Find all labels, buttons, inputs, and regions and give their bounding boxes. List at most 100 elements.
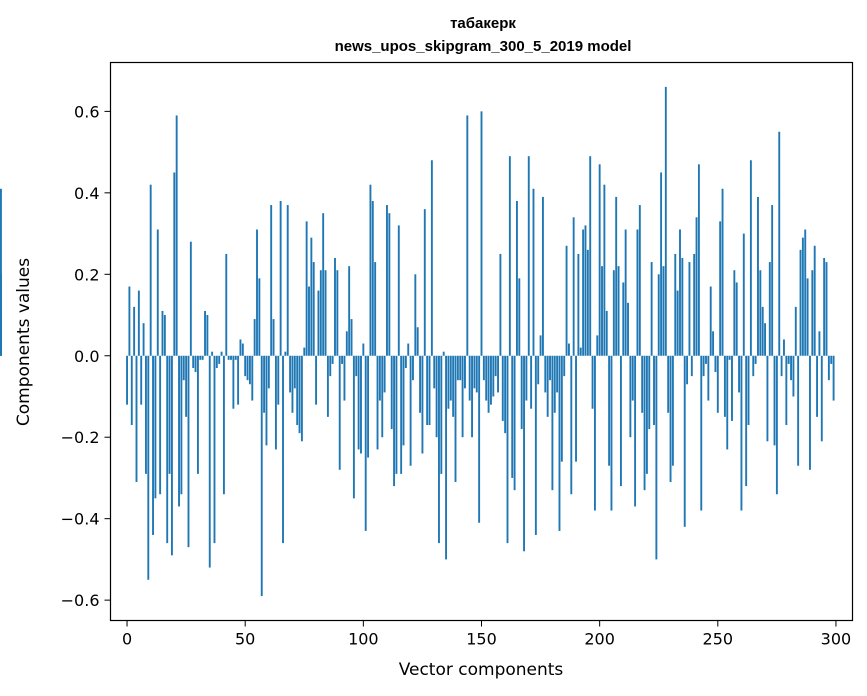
bar-undefined xyxy=(0,274,2,356)
bar-56 xyxy=(258,278,261,356)
bar-193 xyxy=(582,229,585,356)
bar-267 xyxy=(757,196,759,356)
bar-86 xyxy=(329,355,332,377)
bar-99 xyxy=(360,355,362,454)
bar-209 xyxy=(619,355,622,487)
bar-71 xyxy=(293,355,296,389)
y-axis-ticks: −0.6 −0.4 −0.2 0.0 0.2 0.4 0.6 xyxy=(61,102,111,610)
bar-34 xyxy=(206,315,209,356)
bar-70 xyxy=(291,355,294,413)
bar-157 xyxy=(497,355,499,393)
y-tick-label: 0.6 xyxy=(74,102,99,121)
bar-203 xyxy=(605,310,608,356)
bar-97 xyxy=(355,355,358,377)
bar-174 xyxy=(537,355,540,385)
bar-82 xyxy=(319,270,322,356)
bar-247 xyxy=(709,286,712,356)
bar-231 xyxy=(671,355,674,466)
bar-105 xyxy=(374,262,377,356)
chart-title: табакерк xyxy=(450,15,516,32)
bar-272 xyxy=(768,262,771,356)
bar-165 xyxy=(516,200,518,356)
bar-161 xyxy=(506,355,509,544)
bar-156 xyxy=(494,355,497,377)
bar-87 xyxy=(331,355,334,364)
y-tick-label: 0.2 xyxy=(74,265,99,284)
bar-35 xyxy=(208,355,211,568)
bar-8 xyxy=(145,355,147,474)
bar-206 xyxy=(612,270,615,356)
bar-9 xyxy=(147,355,150,580)
bar-234 xyxy=(679,229,681,356)
bar-126 xyxy=(423,209,426,356)
bar-42 xyxy=(225,253,228,356)
bar-177 xyxy=(544,355,547,393)
bar-110 xyxy=(386,205,388,356)
bar-204 xyxy=(608,355,611,466)
bar-54 xyxy=(253,319,256,356)
bar-218 xyxy=(641,355,644,413)
bar-5 xyxy=(137,290,140,356)
bar-205 xyxy=(610,355,613,511)
bar-215 xyxy=(634,355,637,507)
bar-6 xyxy=(140,355,143,405)
bar-79 xyxy=(312,262,315,356)
bar-102 xyxy=(367,355,370,458)
bar-59 xyxy=(265,355,268,446)
bar-159 xyxy=(501,355,504,421)
bar-271 xyxy=(766,355,769,442)
bar-94 xyxy=(348,266,351,356)
bar-242 xyxy=(697,164,700,356)
bar-49 xyxy=(241,343,244,356)
bar-101 xyxy=(364,355,367,531)
bar-122 xyxy=(414,274,417,356)
bar-238 xyxy=(688,262,691,356)
bar-249 xyxy=(714,355,717,373)
bar-125 xyxy=(421,355,424,454)
bar-154 xyxy=(490,355,492,405)
bar-230 xyxy=(669,355,672,483)
bar-69 xyxy=(289,355,292,393)
bar-278 xyxy=(783,339,785,356)
bar-11 xyxy=(152,355,154,535)
x-tick-label: 200 xyxy=(584,630,615,649)
bar-15 xyxy=(161,310,164,356)
bar-18 xyxy=(168,355,171,474)
bar-202 xyxy=(603,184,606,356)
bar-295 xyxy=(823,258,826,356)
bar-255 xyxy=(728,355,731,360)
chart-subtitle: news_upos_skipgram_300_5_2019 model xyxy=(335,38,632,55)
bar-133 xyxy=(440,355,443,474)
bar-280 xyxy=(787,355,790,364)
bar-197 xyxy=(591,355,594,409)
bar-25 xyxy=(185,355,188,417)
bar-121 xyxy=(412,355,414,381)
bar-190 xyxy=(575,355,577,462)
bar-141 xyxy=(459,355,462,381)
bar-148 xyxy=(475,355,478,393)
bar-66 xyxy=(282,355,284,544)
bar-90 xyxy=(338,355,341,470)
bar-16 xyxy=(163,315,166,356)
bar-196 xyxy=(589,156,592,356)
bar-245 xyxy=(705,355,707,364)
bar-208 xyxy=(617,266,620,356)
bar-287 xyxy=(804,229,807,356)
bar-273 xyxy=(771,205,774,356)
bar-163 xyxy=(511,355,514,478)
bar-275 xyxy=(775,355,778,495)
bar-221 xyxy=(648,355,651,430)
bar-41 xyxy=(222,355,225,495)
bar-72 xyxy=(296,355,299,425)
x-tick-label: 150 xyxy=(466,630,497,649)
y-tick-label: −0.6 xyxy=(61,591,100,610)
bar-29 xyxy=(194,355,197,373)
bar-43 xyxy=(227,355,230,360)
bar-192 xyxy=(579,347,582,356)
bar-171 xyxy=(530,355,533,409)
bar-50 xyxy=(244,355,247,377)
bar-279 xyxy=(785,355,788,425)
bar-265 xyxy=(752,355,755,377)
bar-115 xyxy=(397,225,400,356)
